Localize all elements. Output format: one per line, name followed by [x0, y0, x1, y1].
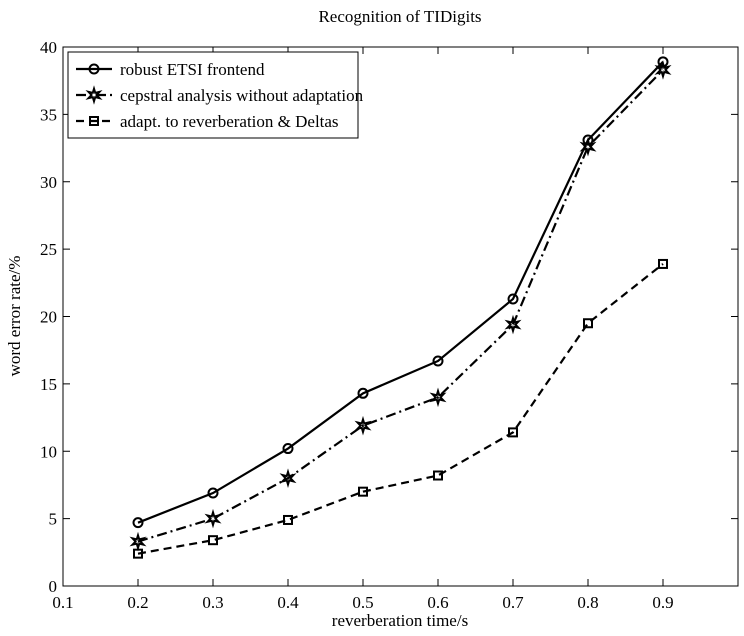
y-tick-label: 10 [40, 442, 57, 461]
legend-marker [85, 85, 103, 105]
data-point [357, 387, 369, 399]
data-point [283, 514, 293, 525]
data-point [508, 427, 518, 438]
legend-label: robust ETSI frontend [120, 60, 265, 79]
data-point [279, 468, 297, 489]
data-point [354, 415, 372, 436]
y-tick-label: 0 [49, 577, 58, 596]
data-point [433, 470, 443, 481]
y-tick-label: 30 [40, 173, 57, 192]
series-line [137, 61, 664, 524]
y-tick-label: 40 [40, 38, 57, 57]
data-point [132, 517, 144, 529]
data-point [282, 443, 294, 455]
legend-label: adapt. to reverberation & Deltas [120, 112, 339, 131]
legend-marker [88, 63, 100, 75]
data-point [504, 314, 522, 335]
data-point [208, 535, 218, 546]
x-tick-label: 0.8 [577, 593, 598, 612]
y-tick-label: 20 [40, 308, 57, 327]
data-point [579, 136, 597, 157]
x-tick-label: 0.4 [277, 593, 299, 612]
series-line [137, 69, 664, 543]
series-line [137, 263, 664, 555]
data-point [129, 531, 147, 552]
x-tick-label: 0.9 [652, 593, 673, 612]
x-axis-label: reverberation time/s [332, 611, 468, 630]
data-point [429, 387, 447, 408]
y-tick-label: 5 [49, 510, 58, 529]
data-point [507, 293, 519, 305]
y-tick-label: 25 [40, 240, 57, 259]
x-tick-label: 0.5 [352, 593, 373, 612]
data-point [658, 258, 668, 269]
legend-label: cepstral analysis without adaptation [120, 86, 364, 105]
data-point [583, 318, 593, 329]
x-tick-label: 0.2 [127, 593, 148, 612]
data-point [358, 486, 368, 497]
legend-box [67, 51, 359, 139]
y-tick-label: 35 [40, 105, 57, 124]
data-point [654, 60, 672, 80]
data-point [133, 548, 143, 559]
y-axis-label: word error rate/% [5, 256, 24, 377]
legend-marker [89, 116, 99, 126]
y-tick-label: 15 [40, 375, 57, 394]
x-tick-label: 0.1 [52, 593, 73, 612]
data-point [204, 508, 222, 529]
data-point [207, 487, 219, 499]
data-point [432, 355, 444, 367]
x-tick-label: 0.3 [202, 593, 223, 612]
data-point [582, 134, 594, 146]
x-tick-label: 0.6 [427, 593, 448, 612]
chart-title: Recognition of TIDigits [318, 7, 481, 26]
x-tick-label: 0.7 [502, 593, 524, 612]
